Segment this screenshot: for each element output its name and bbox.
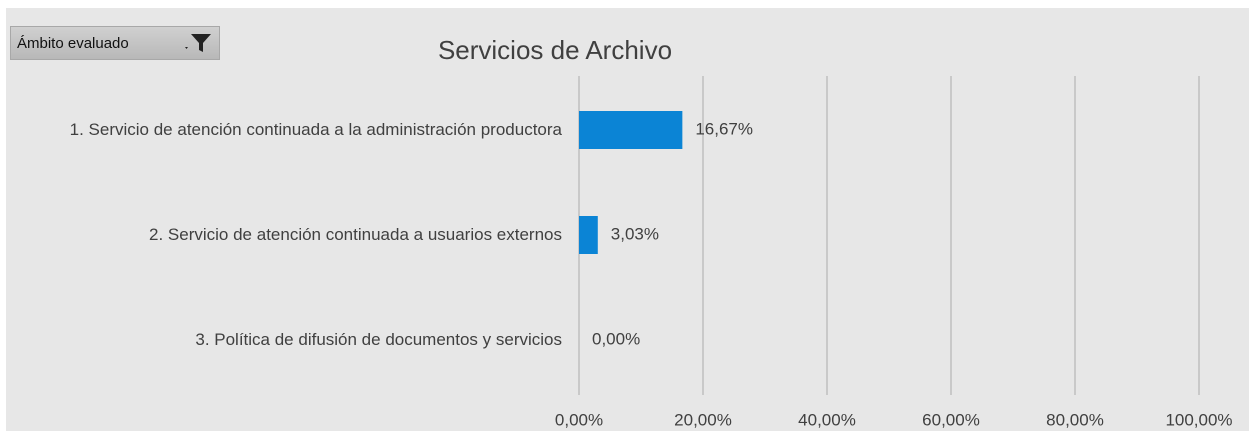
filter-button[interactable]: Ámbito evaluado <box>10 26 220 60</box>
x-tick-label: 80,00% <box>1046 410 1104 429</box>
value-label: 0,00% <box>592 329 640 348</box>
x-tick-label: 100,00% <box>1165 410 1232 429</box>
chart-area <box>6 8 1249 431</box>
x-tick-label: 20,00% <box>674 410 732 429</box>
filter-label: Ámbito evaluado <box>17 34 129 52</box>
bar <box>579 216 598 254</box>
filter-icon <box>185 34 211 52</box>
x-tick-label: 60,00% <box>922 410 980 429</box>
x-tick-label: 0,00% <box>555 410 603 429</box>
bar <box>579 111 683 149</box>
value-label: 3,03% <box>611 224 659 243</box>
y-tick-label: 3. Política de difusión de documentos y … <box>195 330 562 349</box>
y-tick-label: 2. Servicio de atención continuada a usu… <box>149 225 562 244</box>
x-tick-label: 40,00% <box>798 410 856 429</box>
y-tick-label: 1. Servicio de atención continuada a la … <box>69 120 562 139</box>
value-label: 16,67% <box>695 119 753 138</box>
chart-title: Servicios de Archivo <box>438 35 672 65</box>
